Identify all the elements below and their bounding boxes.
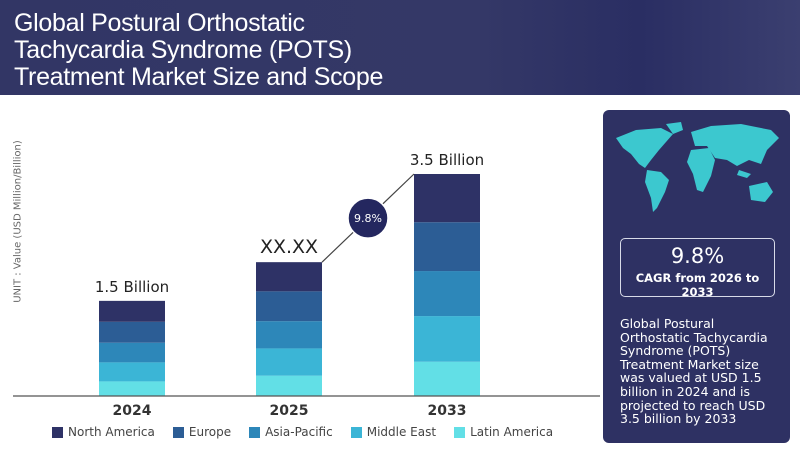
bar-segment-north-america bbox=[414, 174, 480, 223]
legend-item: North America bbox=[52, 425, 155, 439]
legend-label: Latin America bbox=[470, 425, 554, 439]
legend-swatch bbox=[52, 426, 63, 438]
bar-segment-north-america bbox=[256, 262, 322, 292]
bar-segment-europe bbox=[256, 291, 322, 322]
legend-label: North America bbox=[68, 425, 155, 439]
legend: North America Europe Asia-Pacific Middle Ea… bbox=[52, 425, 553, 439]
cagr-bubble bbox=[347, 197, 389, 239]
page-title: Global Postural Orthostatic Tachycardia … bbox=[14, 10, 383, 91]
continent-shape bbox=[691, 124, 779, 166]
bar-segment-latin-america bbox=[256, 375, 322, 396]
cagr-box: 9.8% CAGR from 2026 to 2033 bbox=[620, 238, 775, 299]
bar-segment-asia-pacific bbox=[414, 271, 480, 317]
x-tick-label: 2025 bbox=[270, 403, 309, 419]
legend-item: Asia-Pacific bbox=[249, 425, 333, 439]
legend-item: Europe bbox=[172, 425, 232, 439]
cagr-bubble-label: 9.8% bbox=[354, 212, 382, 225]
bar-segment-middle-east bbox=[99, 362, 165, 382]
summary-panel: 9.8% CAGR from 2026 to 2033 Global Postu… bbox=[603, 110, 790, 443]
bar-segment-asia-pacific bbox=[256, 321, 322, 349]
continent-shape bbox=[749, 182, 773, 202]
total-label: 3.5 Billion bbox=[410, 151, 484, 169]
continent-shape bbox=[645, 170, 669, 212]
total-label: XX.XX bbox=[260, 236, 318, 258]
bar-segment-asia-pacific bbox=[99, 342, 165, 363]
title-line: Treatment Market Size and Scope bbox=[14, 63, 384, 91]
x-tick-label: 2033 bbox=[428, 403, 467, 419]
legend-swatch bbox=[350, 426, 362, 438]
bar-segment-europe bbox=[99, 321, 165, 343]
bar-segment-north-america bbox=[99, 300, 165, 322]
continent-shape bbox=[687, 148, 715, 192]
cagr-value: 9.8% bbox=[670, 244, 725, 268]
cagr-label: CAGR from 2026 to 2033 bbox=[635, 271, 760, 299]
legend-label: Asia-Pacific bbox=[265, 425, 333, 439]
total-label: 1.5 Billion bbox=[95, 278, 169, 296]
bar-segment-middle-east bbox=[256, 348, 322, 376]
legend-label: Europe bbox=[188, 425, 232, 439]
bar-segment-middle-east bbox=[414, 316, 480, 362]
legend-item: Middle East bbox=[350, 425, 437, 439]
legend-label: Middle East bbox=[366, 425, 437, 439]
bar-segment-latin-america bbox=[414, 361, 480, 396]
continent-shape bbox=[616, 128, 673, 168]
bar-segment-latin-america bbox=[99, 381, 165, 396]
header-banner: Global Postural Orthostatic Tachycardia … bbox=[0, 0, 800, 95]
x-tick-label: 2024 bbox=[113, 403, 152, 419]
title-line: Tachycardia Syndrome (POTS) bbox=[14, 36, 352, 64]
title-line: Global Postural Orthostatic bbox=[14, 9, 305, 37]
market-description: Global Postural Orthostatic Tachycardia … bbox=[620, 316, 768, 427]
legend-item: Latin America bbox=[454, 425, 553, 439]
legend-swatch bbox=[249, 426, 261, 438]
stacked-bar-chart: 1.5 Billion 2024 XX.XX 2025 3.5 Billion 2033 9… bbox=[13, 151, 600, 419]
legend-swatch bbox=[172, 426, 184, 438]
continent-shape bbox=[737, 170, 751, 178]
legend-swatch bbox=[454, 426, 466, 438]
bar-segment-europe bbox=[414, 222, 480, 272]
continent-shape bbox=[666, 122, 683, 134]
world-map-icon bbox=[616, 122, 779, 212]
